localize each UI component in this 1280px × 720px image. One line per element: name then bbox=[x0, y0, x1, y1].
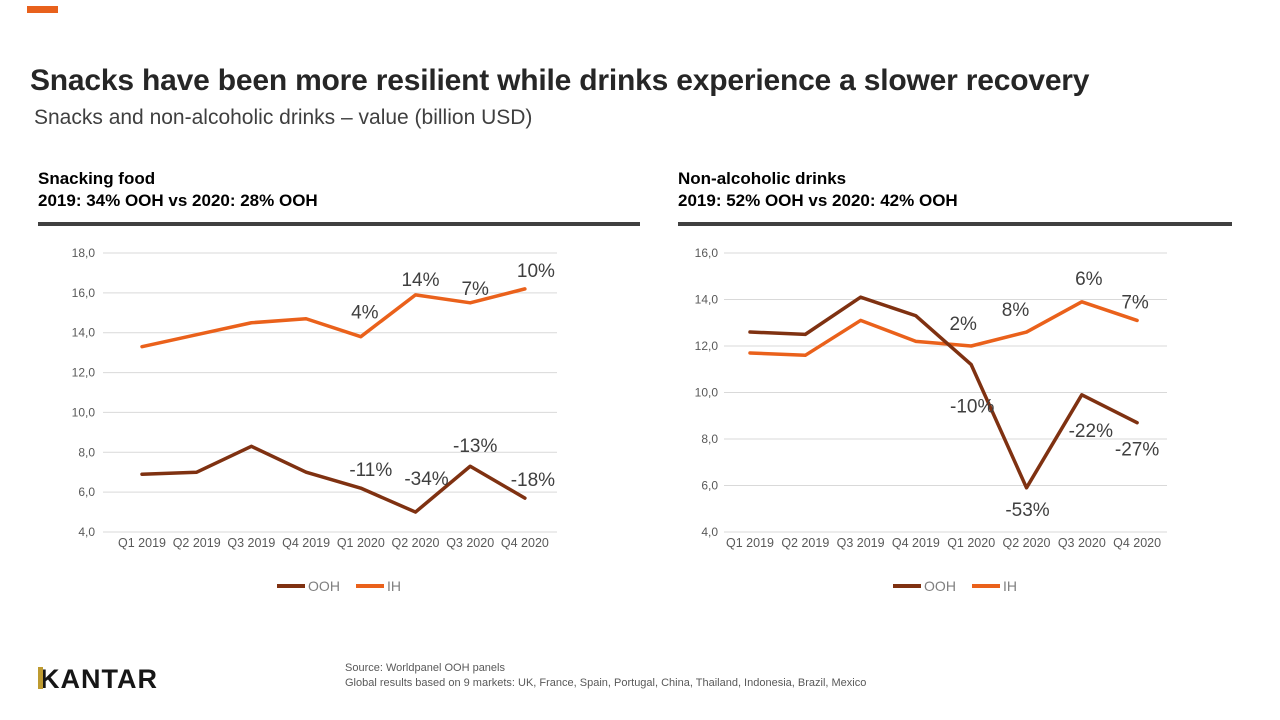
y-axis-tick-label: 14,0 bbox=[72, 326, 96, 340]
y-axis-tick-label: 12,0 bbox=[695, 339, 719, 353]
x-axis-tick-label: Q4 2019 bbox=[892, 536, 940, 550]
data-label-ih: 6% bbox=[1075, 269, 1103, 290]
chart-title-snacking-food: Snacking food bbox=[38, 169, 156, 188]
x-axis-tick-label: Q4 2019 bbox=[282, 536, 330, 550]
chart-title-non-alcoholic-drinks: Non-alcoholic drinks bbox=[678, 169, 847, 188]
data-label-ih: 10% bbox=[517, 261, 555, 282]
x-axis-tick-label: Q3 2020 bbox=[1058, 536, 1106, 550]
x-axis-tick-label: Q4 2020 bbox=[501, 536, 549, 550]
legend-item-ih: IH bbox=[355, 578, 401, 594]
y-axis-tick-label: 16,0 bbox=[695, 246, 719, 260]
legend-item-ooh: OOH bbox=[277, 578, 340, 594]
chart-legend: OOH IH bbox=[678, 578, 1232, 594]
legend-label-ooh: OOH bbox=[308, 578, 340, 594]
kantar-logo-gold-bar bbox=[38, 667, 43, 689]
data-label-ooh: -11% bbox=[349, 460, 392, 481]
x-axis-tick-label: Q1 2020 bbox=[337, 536, 385, 550]
header-divider bbox=[678, 222, 1232, 226]
x-axis-tick-label: Q3 2019 bbox=[837, 536, 885, 550]
legend-label-ih: IH bbox=[1002, 578, 1017, 594]
header-divider bbox=[38, 222, 640, 226]
legend-item-ih: IH bbox=[971, 578, 1017, 594]
y-axis-tick-label: 8,0 bbox=[78, 445, 95, 459]
page-title: Snacks have been more resilient while dr… bbox=[30, 64, 1090, 98]
kantar-logo: KANTAR bbox=[38, 664, 158, 695]
page-subtitle: Snacks and non-alcoholic drinks – value … bbox=[34, 106, 533, 129]
y-axis-tick-label: 6,0 bbox=[701, 479, 718, 493]
x-axis-tick-label: Q2 2019 bbox=[781, 536, 829, 550]
x-axis-tick-label: Q2 2019 bbox=[173, 536, 221, 550]
series-line-ih bbox=[748, 300, 1139, 358]
kantar-logo-text: KANTAR bbox=[40, 664, 158, 694]
legend-label-ooh: OOH bbox=[924, 578, 956, 594]
x-axis-tick-label: Q4 2020 bbox=[1113, 536, 1161, 550]
y-axis-tick-label: 16,0 bbox=[72, 286, 96, 300]
chart-legend: OOH IH bbox=[38, 578, 640, 594]
y-axis-tick-label: 10,0 bbox=[695, 386, 719, 400]
y-axis-tick-label: 6,0 bbox=[78, 485, 95, 499]
x-axis-tick-label: Q3 2020 bbox=[446, 536, 494, 550]
data-label-ih: 4% bbox=[351, 303, 379, 324]
y-axis-tick-label: 12,0 bbox=[72, 366, 96, 380]
y-axis-tick-label: 18,0 bbox=[72, 246, 96, 260]
x-axis-tick-label: Q1 2019 bbox=[118, 536, 166, 550]
legend-swatch-ooh bbox=[893, 584, 922, 588]
legend-label-ih: IH bbox=[386, 578, 401, 594]
series-line-ooh bbox=[140, 444, 527, 514]
data-label-ooh: -10% bbox=[950, 397, 994, 418]
y-axis-tick-label: 10,0 bbox=[72, 405, 96, 419]
legend-swatch-ih bbox=[355, 584, 384, 588]
source-line-2: Global results based on 9 markets: UK, F… bbox=[345, 677, 867, 689]
line-chart-snacking-food: 4,0 6,0 8,0 10,0 12,0 14,0 16,0 18,0 Q1 2019 Q2 2… bbox=[72, 246, 557, 550]
x-axis-tick-label: Q2 2020 bbox=[392, 536, 440, 550]
y-axis-tick-label: 4,0 bbox=[701, 525, 718, 539]
chart-subtitle-snacking-food: 2019: 34% OOH vs 2020: 28% OOH bbox=[38, 191, 318, 210]
data-label-ih: 2% bbox=[949, 314, 977, 335]
data-label-ih: 7% bbox=[1121, 292, 1149, 313]
chart-panel-non-alcoholic-drinks: Non-alcoholic drinks 2019: 52% OOH vs 20… bbox=[678, 168, 1232, 594]
y-axis-tick-label: 14,0 bbox=[695, 293, 719, 307]
accent-dash bbox=[27, 6, 58, 13]
x-axis-tick-label: Q1 2019 bbox=[726, 536, 774, 550]
y-axis-tick-label: 8,0 bbox=[701, 432, 718, 446]
data-label-ooh: -18% bbox=[511, 470, 555, 491]
x-axis-tick-label: Q2 2020 bbox=[1003, 536, 1051, 550]
source-note: Source: Worldpanel OOH panels Global res… bbox=[345, 661, 866, 691]
data-label-ih: 14% bbox=[401, 270, 439, 291]
legend-swatch-ih bbox=[971, 584, 1000, 588]
data-label-ooh: -22% bbox=[1069, 421, 1113, 442]
data-label-ooh: -53% bbox=[1005, 500, 1049, 521]
data-label-ih: 7% bbox=[461, 279, 489, 300]
data-label-ooh: -27% bbox=[1115, 440, 1159, 461]
legend-item-ooh: OOH bbox=[893, 578, 956, 594]
source-line-1: Source: Worldpanel OOH panels bbox=[345, 662, 505, 674]
line-chart-non-alcoholic-drinks: 4,0 6,0 8,0 10,0 12,0 14,0 16,0 Q1 2019 Q2 2019 Q… bbox=[695, 246, 1167, 550]
chart-subtitle-non-alcoholic-drinks: 2019: 52% OOH vs 2020: 42% OOH bbox=[678, 191, 958, 210]
legend-swatch-ooh bbox=[277, 584, 306, 588]
data-label-ih: 8% bbox=[1002, 300, 1030, 321]
data-label-ooh: -13% bbox=[453, 436, 497, 457]
x-axis-tick-label: Q3 2019 bbox=[227, 536, 275, 550]
series-line-ih bbox=[140, 287, 527, 349]
series-line-ooh bbox=[748, 295, 1139, 490]
data-label-ooh: -34% bbox=[404, 469, 448, 490]
chart-panel-snacking-food: Snacking food 2019: 34% OOH vs 2020: 28%… bbox=[38, 168, 640, 594]
x-axis-tick-label: Q1 2020 bbox=[947, 536, 995, 550]
y-axis-tick-label: 4,0 bbox=[78, 525, 95, 539]
